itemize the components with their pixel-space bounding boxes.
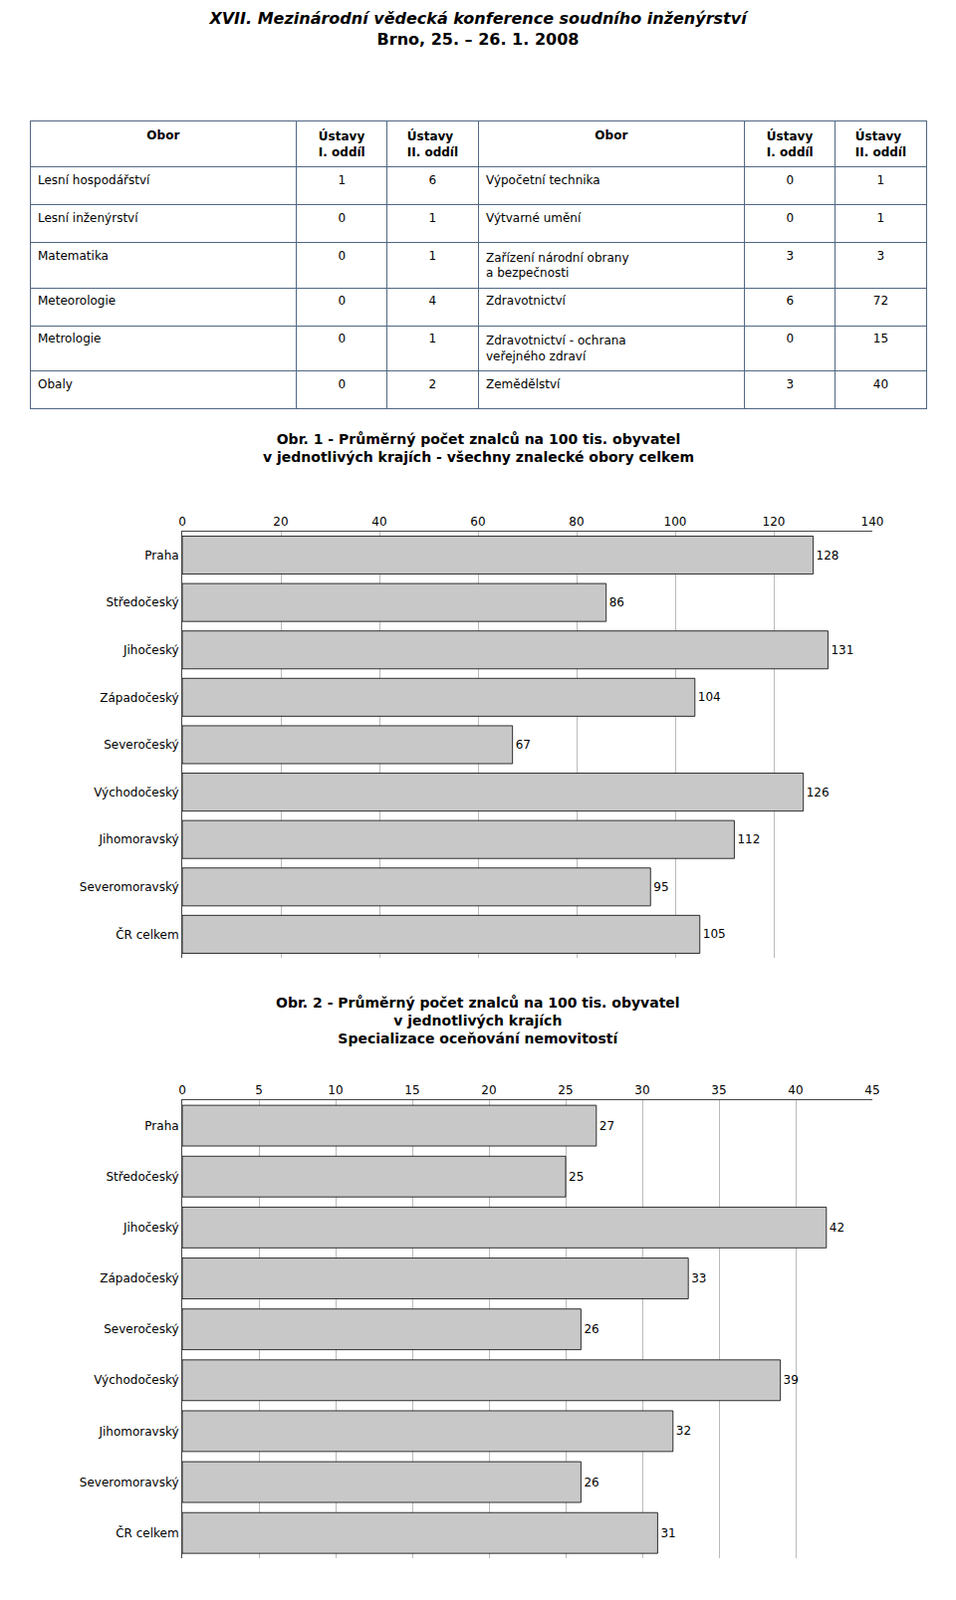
svg-text:ÚstavyII. oddíl: ÚstavyII. oddíl xyxy=(855,128,907,160)
svg-text:39: 39 xyxy=(783,1373,799,1388)
svg-text:0: 0 xyxy=(337,248,346,263)
svg-text:Zdravotnictví - ochranaveřejné: Zdravotnictví - ochranaveřejného zdraví xyxy=(485,333,627,364)
svg-text:Severočeský: Severočeský xyxy=(103,1322,179,1337)
svg-text:31: 31 xyxy=(660,1526,676,1541)
svg-text:6: 6 xyxy=(785,293,794,308)
svg-text:Zařízení národní obranya bezpe: Zařízení národní obranya bezpečnosti xyxy=(485,250,630,281)
svg-text:104: 104 xyxy=(698,690,721,705)
svg-text:100: 100 xyxy=(664,514,688,529)
svg-text:2: 2 xyxy=(429,377,438,392)
svg-text:25: 25 xyxy=(557,1083,573,1098)
svg-text:XVII. Mezinárodní vědecká konf: XVII. Mezinárodní vědecká konference sou… xyxy=(208,8,749,49)
svg-text:6: 6 xyxy=(429,173,438,188)
svg-text:1: 1 xyxy=(877,173,886,188)
svg-text:3: 3 xyxy=(877,248,886,263)
svg-text:128: 128 xyxy=(816,548,840,563)
svg-text:5: 5 xyxy=(254,1083,263,1098)
svg-text:1: 1 xyxy=(337,173,346,188)
svg-text:140: 140 xyxy=(861,514,885,529)
svg-text:10: 10 xyxy=(327,1083,343,1098)
svg-text:80: 80 xyxy=(568,514,584,529)
svg-text:Metrologie: Metrologie xyxy=(37,331,101,346)
svg-text:ČR celkem: ČR celkem xyxy=(115,1525,179,1541)
svg-text:86: 86 xyxy=(609,595,625,610)
svg-text:112: 112 xyxy=(736,832,760,847)
svg-text:72: 72 xyxy=(873,293,889,308)
svg-text:Praha: Praha xyxy=(144,548,179,563)
svg-text:126: 126 xyxy=(806,785,830,800)
svg-text:120: 120 xyxy=(762,514,786,529)
svg-text:30: 30 xyxy=(634,1083,650,1098)
svg-text:4: 4 xyxy=(429,293,438,308)
svg-text:Jihočeský: Jihočeský xyxy=(122,1220,180,1235)
svg-text:Obaly: Obaly xyxy=(37,377,73,392)
svg-text:45: 45 xyxy=(864,1083,880,1098)
svg-text:Obr. 1 - Průměrný počet znalců: Obr. 1 - Průměrný počet znalců na 100 ti… xyxy=(262,431,695,466)
svg-text:Obr. 2 - Průměrný počet znalců: Obr. 2 - Průměrný počet znalců na 100 ti… xyxy=(275,994,681,1047)
svg-text:Zdravotnictví: Zdravotnictví xyxy=(485,293,567,308)
svg-text:1: 1 xyxy=(429,331,438,346)
svg-text:60: 60 xyxy=(470,514,485,529)
svg-text:3: 3 xyxy=(785,248,794,263)
svg-text:40: 40 xyxy=(787,1083,803,1098)
svg-text:15: 15 xyxy=(873,331,889,346)
svg-text:ÚstavyI. oddíl: ÚstavyI. oddíl xyxy=(766,128,814,160)
svg-text:Středočeský: Středočeský xyxy=(105,595,179,610)
svg-text:Obor: Obor xyxy=(146,128,180,143)
svg-text:Severomoravský: Severomoravský xyxy=(79,880,180,895)
svg-text:Severočeský: Severočeský xyxy=(103,737,179,752)
svg-text:27: 27 xyxy=(599,1119,615,1134)
svg-text:33: 33 xyxy=(691,1271,707,1286)
svg-text:20: 20 xyxy=(480,1083,496,1098)
svg-text:15: 15 xyxy=(404,1083,420,1098)
svg-text:ČR celkem: ČR celkem xyxy=(115,927,179,943)
svg-text:Výtvarné umění: Výtvarné umění xyxy=(485,211,582,226)
svg-text:105: 105 xyxy=(703,927,726,942)
svg-text:Praha: Praha xyxy=(144,1119,179,1134)
svg-text:40: 40 xyxy=(873,377,889,392)
svg-text:26: 26 xyxy=(583,1475,599,1490)
svg-text:Lesní hospodářství: Lesní hospodářství xyxy=(37,173,151,188)
svg-text:Jihomoravský: Jihomoravský xyxy=(97,1425,179,1439)
svg-text:0: 0 xyxy=(178,514,187,529)
svg-text:Obor: Obor xyxy=(594,128,628,143)
svg-text:1: 1 xyxy=(429,248,438,263)
svg-text:0: 0 xyxy=(178,1083,187,1098)
svg-text:35: 35 xyxy=(711,1083,726,1098)
svg-text:Zemědělství: Zemědělství xyxy=(485,377,561,392)
svg-text:0: 0 xyxy=(337,331,346,346)
svg-text:0: 0 xyxy=(785,173,794,188)
svg-text:26: 26 xyxy=(583,1322,599,1337)
svg-text:Jihočeský: Jihočeský xyxy=(122,643,180,658)
svg-text:42: 42 xyxy=(829,1220,845,1235)
svg-text:0: 0 xyxy=(337,377,346,392)
svg-text:1: 1 xyxy=(877,211,886,226)
svg-text:40: 40 xyxy=(371,514,387,529)
svg-text:Východočeský: Východočeský xyxy=(93,1373,179,1388)
svg-text:32: 32 xyxy=(676,1424,692,1438)
svg-text:Středočeský: Středočeský xyxy=(105,1170,179,1185)
svg-text:Matematika: Matematika xyxy=(37,248,109,263)
svg-text:Lesní inženýrství: Lesní inženýrství xyxy=(37,211,139,226)
svg-text:Západočeský: Západočeský xyxy=(99,1271,179,1286)
svg-text:Severomoravský: Severomoravský xyxy=(79,1475,180,1490)
svg-text:Výpočetní technika: Výpočetní technika xyxy=(485,173,601,188)
svg-text:ÚstavyI. oddíl: ÚstavyI. oddíl xyxy=(318,128,366,160)
svg-text:25: 25 xyxy=(568,1170,584,1185)
svg-text:0: 0 xyxy=(785,331,794,346)
svg-text:131: 131 xyxy=(830,643,854,658)
svg-text:0: 0 xyxy=(337,293,346,308)
svg-text:95: 95 xyxy=(653,880,669,895)
svg-text:3: 3 xyxy=(785,377,794,392)
svg-text:Západočeský: Západočeský xyxy=(99,691,179,706)
svg-text:1: 1 xyxy=(429,211,438,226)
svg-text:20: 20 xyxy=(272,514,288,529)
svg-text:0: 0 xyxy=(337,211,346,226)
svg-text:ÚstavyII. oddíl: ÚstavyII. oddíl xyxy=(407,128,459,160)
svg-text:Meteorologie: Meteorologie xyxy=(37,293,116,308)
svg-text:0: 0 xyxy=(785,211,794,226)
svg-text:Východočeský: Východočeský xyxy=(93,785,179,800)
svg-text:67: 67 xyxy=(515,737,531,752)
svg-text:Jihomoravský: Jihomoravský xyxy=(97,832,179,847)
